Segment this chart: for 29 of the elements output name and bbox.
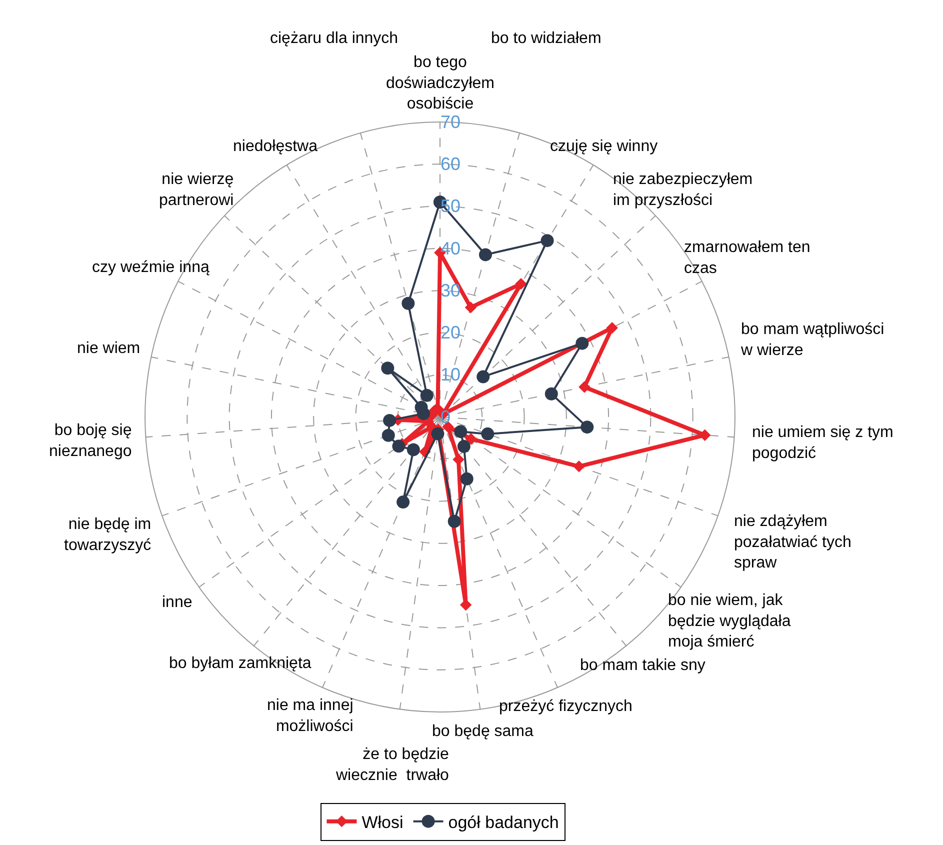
- y-tick-label: 20: [440, 322, 461, 343]
- y-tick-label: 10: [440, 364, 461, 385]
- spoke-label: bo mam wątpliwości w wierze: [740, 321, 884, 359]
- spoke-label: bo boję się nieznanego: [49, 422, 132, 460]
- spoke-label: zmarnowałem ten czas: [684, 239, 810, 277]
- y-tick-label: 0: [440, 406, 451, 427]
- spoke-label: nie wierzę partnerowi: [159, 171, 234, 209]
- spoke-label: nie zabezpieczyłem im przyszłości: [613, 171, 753, 209]
- spoke-label: ciężaru dla innych: [270, 30, 398, 47]
- legend-label: ogół badanych: [448, 812, 559, 832]
- spoke-label: czy weźmie inną: [92, 259, 210, 276]
- spoke-label: nie będę im towarzyszyć: [64, 516, 152, 554]
- spoke-label: nie wiem: [77, 340, 140, 357]
- spoke-label: niedołęstwa: [233, 138, 318, 155]
- spoke-label: inne: [162, 594, 192, 611]
- spoke-label: że to będzie wiecznie trwało: [335, 746, 450, 784]
- spoke-label: nie zdążyłem pozałatwiać tych spraw: [734, 513, 852, 572]
- legend-label: Włosi: [362, 812, 404, 832]
- spoke-label: bo to widziałem: [491, 30, 602, 47]
- spoke-label: bo będę sama: [432, 723, 534, 740]
- spoke-label: bo mam takie sny: [580, 657, 706, 674]
- spoke-label: bo byłam zamknięta: [169, 655, 312, 672]
- spoke-label: bo tego doświadczyłem osobiście: [386, 54, 494, 113]
- spoke-label: bo nie wiem, jak będzie wyglądała moja śmierć: [668, 592, 791, 651]
- spoke-label: nie ma innej możliwości: [267, 697, 354, 735]
- spoke-label: przeżyć fizycznych: [499, 698, 632, 715]
- y-tick-label: 60: [440, 154, 461, 174]
- spoke-label: nie umiem się z tym pogodzić: [752, 424, 894, 462]
- spoke-label: czuję się winny: [550, 138, 658, 155]
